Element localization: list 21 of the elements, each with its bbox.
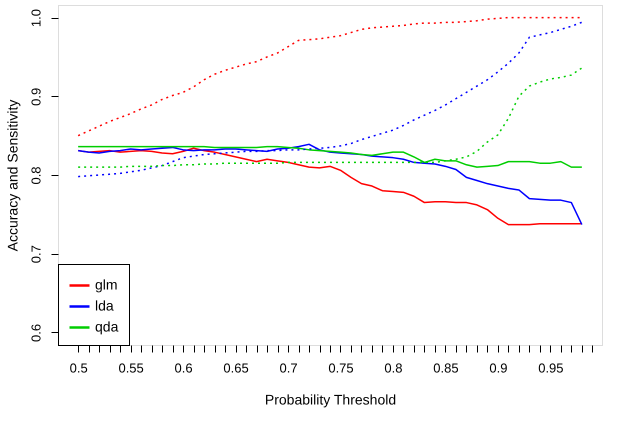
x-tick-label: 0.6 (174, 360, 193, 376)
x-tick-label: 0.8 (384, 360, 402, 376)
x-tick-label: 0.5 (70, 360, 88, 376)
x-tick-label: 0.75 (328, 360, 354, 376)
y-axis-title: Accuracy and Sensitivity (4, 100, 20, 252)
legend-label: qda (95, 318, 119, 334)
x-tick-label: 0.7 (279, 360, 298, 376)
x-tick-label: 0.95 (538, 360, 564, 376)
y-tick-label: 0.8 (28, 166, 44, 185)
y-tick-label: 0.7 (28, 245, 44, 264)
x-axis-title: Probability Threshold (264, 392, 396, 408)
x-tick-label: 0.85 (433, 360, 459, 376)
x-tick-label: 0.65 (223, 360, 249, 376)
y-tick-label: 0.6 (28, 324, 44, 342)
legend-label: glm (95, 276, 118, 292)
y-tick-label: 0.9 (28, 88, 44, 106)
x-tick-label: 0.55 (118, 360, 144, 376)
x-tick-label: 0.9 (489, 360, 508, 376)
y-tick-label: 1.0 (28, 9, 44, 28)
line-series (77, 67, 583, 168)
legend-label: lda (95, 298, 114, 314)
